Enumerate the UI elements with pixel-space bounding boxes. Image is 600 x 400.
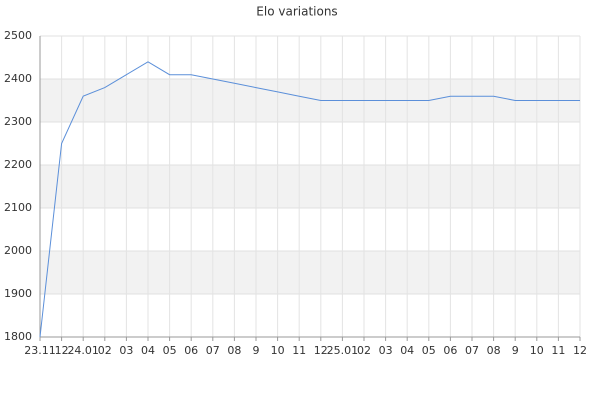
x-tick-label: 08 — [227, 344, 241, 357]
x-tick-label: 07 — [206, 344, 220, 357]
x-tick-label: 12 — [55, 344, 69, 357]
x-tick-label: 06 — [443, 344, 457, 357]
x-tick-label: 10 — [530, 344, 544, 357]
x-tick-label: 03 — [119, 344, 133, 357]
x-tick-label: 11 — [292, 344, 306, 357]
y-tick-label: 2000 — [4, 244, 32, 257]
x-tick-label: 08 — [487, 344, 501, 357]
x-tick-label: 05 — [422, 344, 436, 357]
x-tick-label: 02 — [357, 344, 371, 357]
grid-band — [40, 165, 580, 208]
x-tick-label: 23.11 — [24, 344, 56, 357]
x-tick-label: 25.01 — [327, 344, 359, 357]
chart-title: Elo variations — [256, 5, 337, 19]
x-tick-label: 04 — [141, 344, 155, 357]
x-tick-label: 11 — [551, 344, 565, 357]
x-tick-label: 12 — [314, 344, 328, 357]
x-tick-label: 05 — [163, 344, 177, 357]
y-tick-label: 2200 — [4, 158, 32, 171]
y-tick-label: 2300 — [4, 115, 32, 128]
x-tick-label: 02 — [98, 344, 112, 357]
y-tick-label: 2500 — [4, 29, 32, 42]
y-tick-label: 2400 — [4, 72, 32, 85]
x-tick-label: 10 — [271, 344, 285, 357]
x-tick-label: 9 — [512, 344, 519, 357]
x-tick-label: 07 — [465, 344, 479, 357]
x-tick-label: 9 — [253, 344, 260, 357]
y-tick-label: 1800 — [4, 330, 32, 343]
x-tick-label: 06 — [184, 344, 198, 357]
grid-band — [40, 251, 580, 294]
x-tick-label: 03 — [379, 344, 393, 357]
grid-band — [40, 79, 580, 122]
line — [39, 61, 580, 338]
x-tick-label: 12 — [573, 344, 587, 357]
x-tick-label: 24.01 — [67, 344, 99, 357]
y-tick-label: 2100 — [4, 201, 32, 214]
y-tick-label: 1900 — [4, 287, 32, 300]
x-tick-label: 04 — [400, 344, 414, 357]
